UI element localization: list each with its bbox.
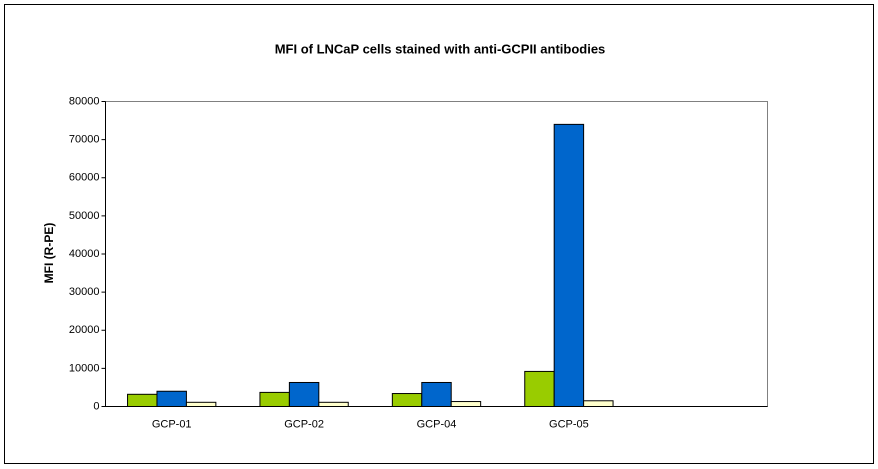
bar	[524, 370, 555, 407]
bar	[185, 401, 217, 407]
y-tick-label: 30000	[69, 286, 100, 298]
bar	[288, 381, 320, 408]
y-tick-label: 0	[93, 400, 99, 412]
y-tick-label: 40000	[69, 248, 100, 260]
bar	[318, 401, 349, 407]
x-tick-label: GCP-05	[549, 418, 589, 430]
bar	[127, 393, 158, 407]
x-tick-label: GCP-01	[152, 418, 192, 430]
bar	[156, 390, 187, 407]
y-axis-label: MFI (R-PE)	[42, 223, 56, 284]
chart-title: MFI of LNCaP cells stained with anti-GCP…	[275, 41, 606, 56]
plot-area	[105, 101, 768, 407]
y-tick-label: 60000	[69, 172, 100, 184]
y-tick-label: 50000	[69, 210, 100, 222]
y-tick-label: 20000	[69, 324, 100, 336]
y-tick-label: 10000	[69, 362, 100, 374]
bar	[450, 401, 482, 408]
x-tick-label: GCP-04	[417, 418, 457, 430]
x-tick-label: GCP-02	[284, 418, 324, 430]
bar	[391, 393, 423, 408]
bar	[421, 381, 452, 408]
y-tick-label: 70000	[69, 134, 100, 146]
bar	[583, 400, 614, 407]
y-tick-label: 80000	[69, 95, 100, 107]
bar	[259, 391, 290, 407]
bar	[553, 123, 585, 407]
